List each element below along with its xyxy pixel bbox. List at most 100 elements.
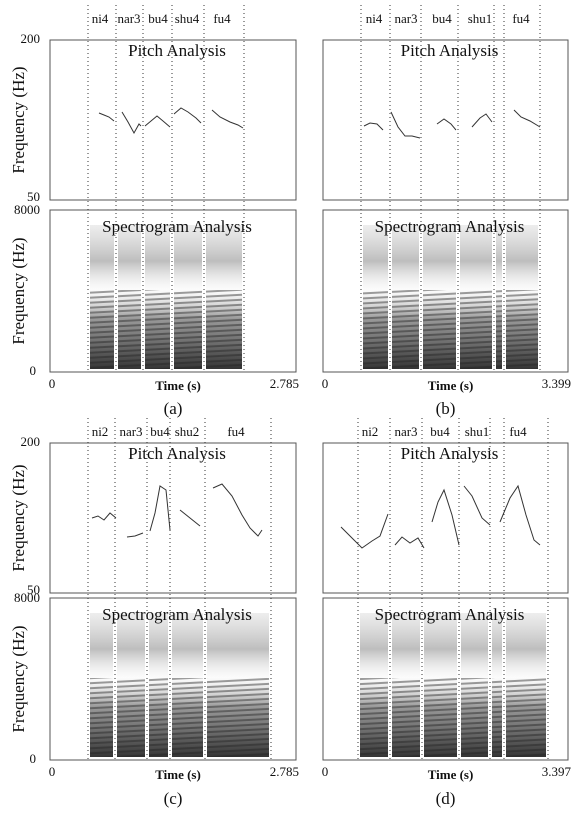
syllable-label: ni2 <box>362 424 379 439</box>
spectrogram-harmonics <box>492 678 502 757</box>
syllable-label: bu4 <box>150 424 170 439</box>
spectrogram-title: Spectrogram Analysis <box>375 217 525 236</box>
spectrogram-harmonics <box>172 678 203 757</box>
spectrogram-harmonics <box>506 678 546 757</box>
spectrogram-harmonics <box>392 678 420 757</box>
spectrogram-title: Spectrogram Analysis <box>102 217 252 236</box>
y-tick-label: 50 <box>27 582 40 597</box>
pitch-contour <box>513 109 541 128</box>
pitch-contour <box>144 115 171 128</box>
pitch-contour <box>436 118 457 131</box>
x-tick-label: 0 <box>322 376 329 391</box>
spectrogram-harmonics <box>363 290 388 369</box>
y-tick-label: 8000 <box>14 590 40 605</box>
plot-frame <box>49 597 297 761</box>
syllable-label: nar3 <box>119 424 142 439</box>
syllable-label: fu4 <box>509 424 527 439</box>
syllable-label: shu2 <box>175 424 200 439</box>
x-axis-label: Time (s) <box>155 378 201 393</box>
spectrogram-title: Spectrogram Analysis <box>375 605 525 624</box>
y-axis-label: Frequency (Hz) <box>9 237 28 344</box>
spectrogram-harmonics <box>360 678 388 757</box>
x-tick-label: 3.399 <box>542 376 571 391</box>
plot-frame <box>322 597 569 761</box>
spectrogram-harmonics <box>423 290 456 369</box>
x-tick-label: 2.785 <box>270 764 299 779</box>
pitch-contour <box>121 111 142 135</box>
syllable-label: shu1 <box>468 11 493 26</box>
spectrogram-harmonics <box>496 290 502 369</box>
pitch-contour <box>471 113 493 128</box>
syllable-label: fu4 <box>213 11 231 26</box>
x-tick-label: 0 <box>322 764 329 779</box>
pitch-contour <box>431 488 460 546</box>
plot-frame <box>322 39 569 201</box>
spectrogram-title: Spectrogram Analysis <box>102 605 252 624</box>
y-tick-label: 0 <box>30 363 37 378</box>
spectrogram-harmonics <box>90 678 113 757</box>
plot-frame <box>49 39 297 201</box>
syllable-label: bu4 <box>148 11 168 26</box>
syllable-label: nar3 <box>394 424 417 439</box>
x-axis-label: Time (s) <box>155 767 201 782</box>
plot-frame <box>322 209 569 373</box>
spectrogram-harmonics <box>424 678 457 757</box>
pitch-contour <box>211 109 244 129</box>
syllable-label: shu1 <box>465 424 490 439</box>
syllable-label: bu4 <box>432 11 452 26</box>
syllable-label: ni4 <box>366 11 383 26</box>
pitch-contour <box>173 107 202 124</box>
y-tick-label: 8000 <box>14 202 40 217</box>
x-axis-label: Time (s) <box>428 767 474 782</box>
spectrogram-harmonics <box>118 290 141 369</box>
y-axis-label: Frequency (Hz) <box>9 625 28 732</box>
pitch-contour <box>340 513 389 549</box>
spectrogram-harmonics <box>461 678 488 757</box>
panel-caption: (b) <box>436 399 456 418</box>
y-tick-label: 0 <box>30 751 37 766</box>
syllable-label: shu4 <box>175 11 200 26</box>
pitch-contour <box>149 485 171 532</box>
syllable-label: fu4 <box>227 424 245 439</box>
spectrogram-harmonics <box>206 290 242 369</box>
pitch-contour <box>98 112 115 122</box>
x-axis-label: Time (s) <box>428 378 474 393</box>
pitch-contour <box>390 111 421 139</box>
pitch-contour <box>394 536 425 549</box>
pitch-title: Pitch Analysis <box>128 41 226 60</box>
x-tick-label: 0 <box>49 764 56 779</box>
y-tick-label: 200 <box>21 434 41 449</box>
spectrogram-harmonics <box>506 290 538 369</box>
syllable-label: bu4 <box>430 424 450 439</box>
spectrogram-harmonics <box>149 678 168 757</box>
pitch-contour <box>463 485 491 526</box>
pitch-title: Pitch Analysis <box>401 41 499 60</box>
pitch-contour <box>126 532 144 538</box>
pitch-title: Pitch Analysis <box>128 444 226 463</box>
pitch-contour <box>499 484 541 546</box>
syllable-label: ni2 <box>92 424 109 439</box>
pitch-contour <box>363 122 384 131</box>
spectrogram-harmonics <box>207 678 269 757</box>
panel-caption: (a) <box>164 399 183 418</box>
pitch-contour <box>212 483 263 537</box>
x-tick-label: 2.785 <box>270 376 299 391</box>
x-tick-label: 3.397 <box>542 764 572 779</box>
spectrogram-harmonics <box>145 290 170 369</box>
pitch-title: Pitch Analysis <box>401 444 499 463</box>
plot-frame <box>322 442 569 594</box>
spectrogram-harmonics <box>117 678 145 757</box>
y-axis-label: Frequency (Hz) <box>9 464 28 571</box>
y-tick-label: 50 <box>27 189 40 204</box>
spectrogram-harmonics <box>174 290 202 369</box>
y-axis-label: Frequency (Hz) <box>9 66 28 173</box>
syllable-label: ni4 <box>92 11 109 26</box>
spectrogram-harmonics <box>392 290 419 369</box>
x-tick-label: 0 <box>49 376 56 391</box>
pitch-contour <box>91 512 117 521</box>
panel-caption: (c) <box>164 789 183 808</box>
y-tick-label: 200 <box>21 31 41 46</box>
syllable-label: nar3 <box>394 11 417 26</box>
spectrogram-harmonics <box>460 290 492 369</box>
